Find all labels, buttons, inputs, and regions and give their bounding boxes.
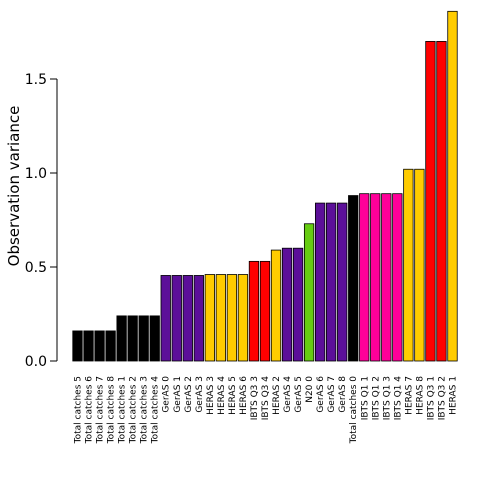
y-axis: 0.0 0.5 1.0 1.5 (25, 72, 58, 370)
x-tick-label: Total catches 3 (140, 376, 150, 444)
y-axis-title: Observation variance (5, 106, 23, 267)
x-tick-label: GerAS 4 (283, 376, 293, 413)
x-tick-label: GerAS 5 (294, 376, 304, 413)
x-tick-label: GerAS 0 (162, 376, 172, 413)
y-tick-label: 1.5 (25, 72, 47, 88)
x-tick-label: GerAS 7 (327, 376, 337, 413)
bar (281, 247, 293, 362)
bar (160, 275, 171, 362)
bar (425, 41, 436, 362)
x-tick-label: HERAS 8 (415, 376, 425, 415)
x-tick-label: HERAS 7 (404, 376, 414, 415)
bar (72, 330, 83, 362)
x-tick-label: HERAS 3 (206, 376, 216, 415)
x-tick-label: IBTS Q3 2 (437, 376, 447, 420)
bar (392, 193, 403, 362)
x-tick-label: Total catches 6 (85, 376, 95, 445)
x-tick-label: HERAS 1 (448, 376, 458, 415)
x-tick-label: IBTS Q3 4 (261, 376, 271, 421)
x-tick-label: GerAS 2 (184, 376, 194, 413)
bar (182, 275, 193, 362)
bar (171, 275, 182, 362)
bar (259, 260, 271, 362)
x-tick-label: IBTS Q3 1 (426, 376, 436, 420)
bar (204, 274, 215, 362)
bar (105, 330, 116, 362)
bar (116, 315, 127, 362)
bars-group (72, 10, 458, 362)
bar (447, 10, 458, 362)
bar (303, 223, 315, 362)
x-tick-label: Total catches 1 (118, 376, 128, 444)
y-tick-label: 0.5 (25, 260, 47, 276)
bar (337, 202, 348, 362)
bar (193, 275, 204, 362)
x-tick-label: GerAS 1 (173, 376, 183, 413)
x-axis-labels: Total catches 5 Total catches 6 Total catc… (74, 376, 459, 445)
bar (348, 195, 359, 362)
x-tick-label: GerAS 3 (195, 376, 205, 413)
bar (127, 315, 138, 362)
x-tick-label: GerAS 8 (338, 376, 348, 413)
bar (414, 168, 425, 362)
bar (237, 274, 249, 362)
bar (359, 193, 370, 362)
x-tick-label: Total catches 8 (107, 376, 117, 445)
x-tick-label: HERAS 6 (239, 376, 249, 415)
x-tick-label: GerAS 6 (316, 376, 326, 413)
x-tick-label: IBTS Q1 2 (371, 376, 381, 420)
bar (226, 274, 238, 362)
bar (370, 193, 381, 362)
bar (326, 202, 337, 362)
bar (314, 202, 326, 362)
bar (83, 330, 94, 362)
y-tick-label: 1.0 (25, 166, 47, 182)
x-tick-label: IBTS Q1 1 (360, 376, 370, 420)
bar (292, 247, 304, 362)
x-tick-label: Total catches 7 (96, 376, 106, 444)
x-tick-label: N20 0 (305, 376, 315, 403)
x-tick-label: IBTS Q1 3 (382, 376, 392, 420)
bar (270, 249, 282, 362)
x-tick-label: HERAS 4 (217, 376, 227, 415)
bar (149, 315, 160, 362)
bar (403, 168, 414, 362)
x-tick-label: HERAS 5 (228, 376, 238, 415)
x-tick-label: HERAS 2 (272, 376, 282, 415)
bar (138, 315, 149, 362)
bar (215, 274, 227, 362)
bar (94, 330, 105, 362)
y-tick-label: 0.0 (25, 354, 47, 370)
x-tick-label: Total catches 4 (151, 376, 161, 445)
bar (248, 260, 260, 362)
x-tick-label: Total catches 0 (349, 376, 359, 445)
bar (436, 41, 447, 362)
x-tick-label: Total catches 2 (129, 376, 139, 444)
bar (381, 193, 392, 362)
x-tick-label: Total catches 5 (74, 376, 84, 444)
x-tick-label: IBTS Q3 3 (250, 376, 260, 420)
x-tick-label: IBTS Q1 4 (393, 376, 403, 421)
